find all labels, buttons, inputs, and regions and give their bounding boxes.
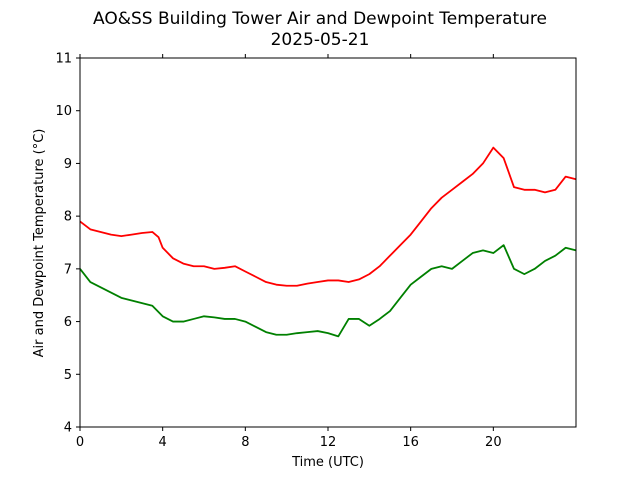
y-tick-label: 4 — [64, 421, 72, 436]
y-axis-label: Air and Dewpoint Temperature (°C) — [32, 129, 47, 358]
x-tick-label: 20 — [485, 435, 502, 450]
chart-title: AO&SS Building Tower Air and Dewpoint Te… — [93, 9, 547, 29]
x-tick-label: 4 — [159, 435, 167, 450]
y-axis-ticks: 4 5 6 7 8 9 10 11 — [55, 52, 80, 436]
x-tick-label: 12 — [320, 435, 337, 450]
y-tick-label: 10 — [55, 104, 72, 119]
x-axis-label: Time (UTC) — [291, 455, 364, 470]
x-tick-label: 8 — [241, 435, 249, 450]
plot-series — [79, 146, 577, 338]
x-tick-label: 16 — [402, 435, 419, 450]
y-tick-label: 9 — [64, 157, 72, 172]
y-tick-label: 8 — [64, 210, 72, 225]
x-tick-label: 0 — [76, 435, 84, 450]
x-axis-ticks: 0 4 8 12 16 20 — [76, 54, 502, 450]
y-tick-label: 11 — [55, 52, 72, 67]
chart-subtitle: 2025-05-21 — [271, 30, 370, 50]
plot-frame — [79, 57, 577, 428]
y-tick-label: 6 — [64, 315, 72, 330]
series-line-2 — [79, 244, 577, 338]
series-line-1 — [79, 146, 577, 287]
y-tick-label: 5 — [64, 368, 72, 383]
y-tick-label: 7 — [64, 262, 72, 277]
